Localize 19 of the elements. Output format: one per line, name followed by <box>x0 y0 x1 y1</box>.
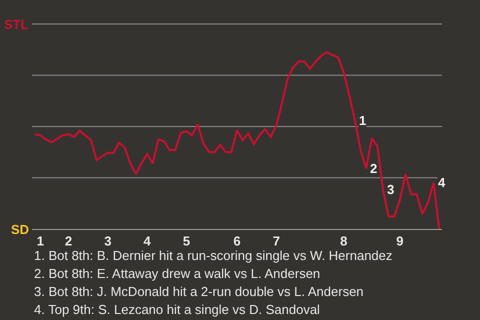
x-tick-label: 8 <box>340 234 348 249</box>
x-tick-label: 2 <box>64 234 72 249</box>
x-tick-label: 6 <box>233 234 241 249</box>
text: 4. Top 9th: S. Lezcano hit a single vs D. Sandoval <box>34 302 320 317</box>
text: 1. Bot 8th: B. Dernier hit a run-scoring single vs W. Hernandez <box>34 248 392 263</box>
x-tick-label: 4 <box>144 234 152 249</box>
annotation: 3 <box>387 182 394 197</box>
x-tick-label: 5 <box>182 234 190 249</box>
annotation: 1 <box>359 113 366 128</box>
text: 2. Bot 8th: E. Attaway drew a walk vs L. Andersen <box>34 266 320 281</box>
annotation: 4 <box>438 175 446 190</box>
text: SD <box>11 222 30 237</box>
annotation: 2 <box>370 161 378 176</box>
x-tick-label: 7 <box>272 234 280 249</box>
x-tick-label: 9 <box>396 234 404 249</box>
text: STL <box>4 17 29 32</box>
x-tick-label: 1 <box>36 234 44 249</box>
x-tick-label: 3 <box>104 234 112 249</box>
text: 3. Bot 8th: J. McDonald hit a 2-run double vs L. Andersen <box>34 284 364 299</box>
